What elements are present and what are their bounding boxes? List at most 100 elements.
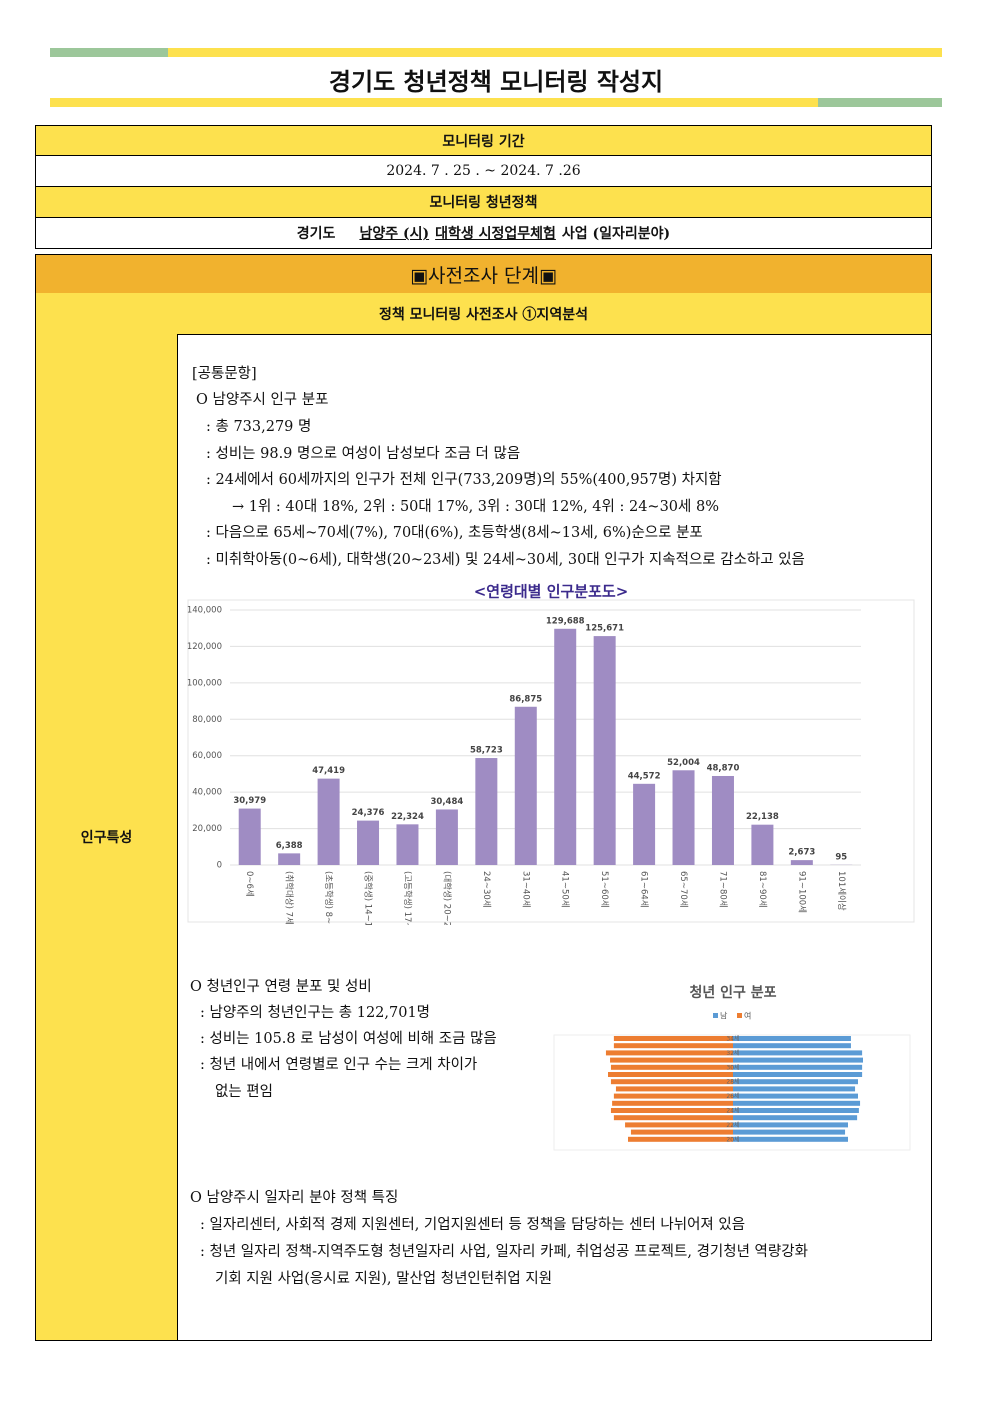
section-title: ▣사전조사 단계▣ <box>35 254 932 294</box>
value-label: 52,004 <box>667 758 700 768</box>
y-tick-label: 30세 <box>726 1063 739 1071</box>
text-line: : 24세에서 60세까지의 인구가 전체 인구(733,209명)의 55%(… <box>206 472 722 488</box>
text-line: O 청년인구 연령 분포 및 성비 <box>190 979 372 995</box>
value-label: 22,324 <box>391 812 424 822</box>
x-tick-label: 61~64세 <box>639 871 649 908</box>
text-line: → 1위 : 40대 18%, 2위 : 50대 17%, 3위 : 30대 1… <box>232 499 719 515</box>
value-label: 30,484 <box>431 797 464 807</box>
suffix: 사업 (일자리분야) <box>561 226 671 242</box>
y-tick-label: 28세 <box>726 1078 739 1086</box>
text-line: : 청년 내에서 연령별로 인구 수는 크게 차이가 <box>200 1057 478 1073</box>
pyramid-bar <box>733 1136 848 1142</box>
pyramid-bar <box>613 1093 733 1099</box>
pyramid-bar <box>605 1050 733 1056</box>
value-label: 6,388 <box>276 841 303 851</box>
pyramid-bar <box>628 1136 733 1142</box>
bar <box>435 809 458 865</box>
deco-bar <box>50 98 818 107</box>
pyramid-bar <box>733 1115 858 1121</box>
value-label: 129,688 <box>546 616 585 626</box>
pyramid-bar <box>733 1129 846 1135</box>
pyramid-bar <box>733 1057 863 1063</box>
y-tick-label: 0 <box>217 861 222 871</box>
chart-title: <연령대별 인구분포도> <box>474 583 629 601</box>
pyramid-bar <box>733 1100 861 1106</box>
pyramid-bar <box>733 1036 851 1041</box>
y-tick-label: 120,000 <box>187 642 222 652</box>
pyramid-bar <box>610 1057 733 1063</box>
pyramid-bar <box>733 1086 856 1092</box>
pyramid-bar <box>615 1086 733 1092</box>
y-tick-label: 22세 <box>726 1121 739 1129</box>
period-label: 모니터링 기간 <box>35 125 932 156</box>
pyramid-bar <box>610 1079 733 1085</box>
y-tick-label: 34세 <box>726 1035 739 1043</box>
text-line: O 남양주시 일자리 분야 정책 특징 <box>190 1190 399 1206</box>
bar <box>396 824 419 865</box>
value-label: 47,419 <box>312 766 345 776</box>
chart-title: 청년 인구 분포 <box>689 984 776 1001</box>
x-tick-label: 71~80세 <box>717 871 727 908</box>
city: 남양주 (시) <box>359 226 430 242</box>
deco-bar <box>818 98 942 107</box>
x-tick-label: 24~30세 <box>481 871 491 908</box>
x-tick-label: (고등학생) 17~19세 <box>402 871 413 925</box>
value-label: 48,870 <box>707 763 740 773</box>
x-tick-label: (취학대상) 7세 <box>284 871 295 925</box>
text-line: : 남양주의 청년인구는 총 122,701명 <box>200 1005 431 1021</box>
pyramid-bar <box>733 1079 858 1085</box>
row-label: 인구특성 <box>35 334 178 1341</box>
content-cell <box>177 334 932 1341</box>
period: 2024. 7 . 25 . ~ 2024. 7 .26 <box>35 155 932 187</box>
value-label: 24,376 <box>352 808 385 818</box>
bar <box>711 775 734 865</box>
pyramid-bar <box>733 1043 851 1049</box>
y-tick-label: 80,000 <box>192 715 222 725</box>
pyramid-bar <box>613 1115 733 1121</box>
bar <box>238 808 261 865</box>
x-tick-label: (대학생) 20~23세 <box>441 871 452 925</box>
text-line: : 다음으로 65세~70세(7%), 70대(6%), 초등학생(8세~13세… <box>206 525 703 541</box>
chart-frame <box>187 599 915 923</box>
value-label: 30,979 <box>233 796 266 806</box>
x-tick-label: 41~50세 <box>560 871 570 908</box>
x-tick-label: 101세이상 <box>836 871 847 911</box>
bar <box>514 706 537 865</box>
pyramid-bar <box>630 1129 733 1135</box>
text-line: 기회 지원 사업(응시료 지원), 말산업 청년인턴취업 지원 <box>215 1271 553 1287</box>
region: 경기도 <box>296 226 336 242</box>
y-tick-label: 32세 <box>726 1049 739 1057</box>
x-tick-label: 31~40세 <box>520 871 530 908</box>
policy-label: 모니터링 청년정책 <box>35 186 932 218</box>
pyramid-bar <box>608 1072 733 1077</box>
bar <box>357 820 380 865</box>
y-tick-label: 100,000 <box>187 678 222 688</box>
bar <box>278 853 301 865</box>
text-line: [공통문항] <box>192 366 257 382</box>
value-label: 95 <box>835 852 847 862</box>
value-label: 58,723 <box>470 746 503 756</box>
text-line: : 성비는 105.8 로 남성이 여성에 비해 조금 많음 <box>200 1031 497 1047</box>
value-label: 86,875 <box>509 694 542 704</box>
bar <box>790 860 813 865</box>
deco-bar <box>50 48 168 57</box>
x-tick-label: (중학생) 14~16세 <box>363 871 374 925</box>
text-line: : 일자리센터, 사회적 경제 지원센터, 기업지원센터 등 정책을 담당하는 … <box>200 1217 746 1233</box>
legend-label: 남 <box>720 1012 728 1021</box>
pyramid-bar <box>733 1072 863 1077</box>
text-line: O 남양주시 인구 분포 <box>196 392 329 408</box>
y-tick-label: 60,000 <box>192 751 222 761</box>
y-tick-label: 40,000 <box>192 788 222 798</box>
bar <box>554 628 577 865</box>
bar <box>317 778 340 865</box>
x-tick-label: 91~100세 <box>796 871 806 913</box>
pyramid-bar <box>733 1122 848 1128</box>
section-subtitle: 정책 모니터링 사전조사 ①지역분석 <box>35 293 932 335</box>
pyramid-chart: 청년 인구 분포남 여 34세 32세 30세 28세 26세 24세 22세 20세 <box>553 984 911 1151</box>
legend-swatch <box>713 1013 718 1018</box>
pyramid-bar <box>733 1108 859 1113</box>
pyramid-bar <box>610 1108 733 1113</box>
pyramid-bar <box>610 1064 733 1070</box>
y-tick-label: 20세 <box>726 1135 739 1143</box>
